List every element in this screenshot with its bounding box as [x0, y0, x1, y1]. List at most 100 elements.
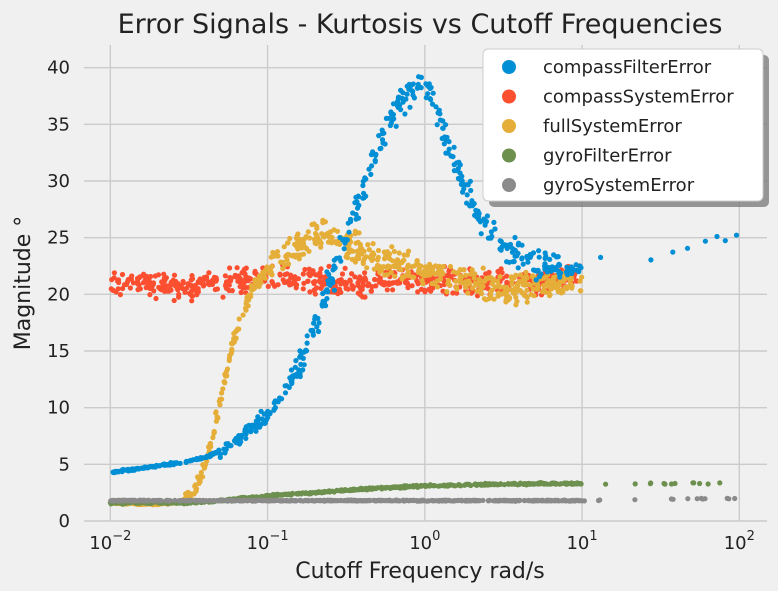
data-point	[540, 480, 546, 486]
data-point	[259, 498, 265, 504]
data-point	[161, 461, 167, 468]
data-point	[198, 469, 204, 476]
data-point	[700, 496, 706, 502]
data-point	[514, 253, 520, 259]
data-point	[378, 498, 384, 504]
data-point	[148, 273, 154, 280]
data-point	[200, 474, 206, 480]
data-point	[188, 457, 194, 464]
data-point	[510, 259, 516, 265]
data-point	[509, 249, 515, 255]
data-point	[336, 287, 342, 293]
data-point	[546, 290, 552, 296]
data-point	[192, 483, 198, 489]
data-point	[280, 277, 286, 283]
data-point	[109, 498, 115, 504]
data-point	[277, 272, 283, 278]
data-point	[569, 498, 575, 504]
data-point	[535, 267, 541, 273]
data-point	[271, 400, 277, 406]
data-point	[214, 414, 221, 420]
data-point	[366, 281, 372, 287]
data-point	[404, 252, 410, 258]
data-point	[360, 178, 366, 184]
data-point	[282, 383, 288, 389]
data-point	[691, 480, 697, 486]
data-point	[220, 294, 226, 300]
data-point	[329, 240, 335, 246]
data-point	[345, 286, 351, 292]
data-point	[492, 226, 498, 232]
data-point	[173, 460, 180, 466]
data-point	[328, 229, 334, 235]
data-point	[423, 264, 429, 270]
data-point	[337, 234, 343, 241]
data-point	[456, 278, 463, 284]
data-point	[576, 498, 582, 504]
data-point	[732, 495, 738, 502]
data-point	[286, 498, 292, 504]
data-point	[362, 486, 368, 492]
data-point	[490, 278, 496, 284]
data-point	[187, 291, 194, 297]
data-point	[243, 424, 249, 430]
data-point	[395, 258, 402, 264]
data-point	[121, 282, 128, 288]
data-point	[362, 294, 368, 300]
data-point	[182, 289, 188, 295]
data-point	[189, 283, 195, 289]
x-tick-base: 10	[566, 533, 589, 554]
data-point	[440, 263, 446, 270]
data-point	[362, 270, 368, 276]
data-point	[314, 225, 320, 231]
data-point	[391, 484, 397, 490]
data-point	[311, 280, 317, 287]
data-point	[349, 271, 355, 277]
data-point	[551, 497, 557, 504]
data-point	[145, 280, 151, 286]
data-point	[206, 270, 212, 276]
data-point	[117, 292, 123, 298]
data-point	[355, 280, 361, 286]
data-point	[520, 261, 526, 267]
data-point	[265, 283, 271, 289]
data-point	[406, 273, 412, 279]
x-tick-label: 101	[566, 529, 597, 554]
data-point	[543, 253, 549, 259]
data-point	[219, 390, 225, 396]
data-point	[356, 486, 362, 492]
data-point	[253, 418, 259, 424]
data-point	[464, 192, 470, 198]
data-point	[441, 141, 447, 147]
data-point	[444, 272, 450, 279]
x-tick-base: 10	[247, 533, 270, 554]
data-point	[552, 283, 558, 289]
data-point	[392, 273, 398, 279]
data-point	[180, 285, 186, 292]
data-point	[513, 302, 519, 308]
data-point	[223, 369, 229, 375]
data-point	[360, 258, 366, 264]
data-point	[505, 288, 511, 294]
data-point	[232, 337, 238, 343]
data-point	[492, 284, 498, 290]
data-point	[134, 275, 141, 282]
data-point	[461, 186, 467, 192]
data-point	[548, 497, 554, 503]
data-point	[488, 229, 494, 235]
data-point	[485, 275, 491, 281]
legend-marker	[502, 148, 516, 163]
data-point	[295, 231, 301, 237]
data-point	[439, 135, 445, 142]
data-point	[111, 275, 117, 281]
y-tick-label: 5	[59, 454, 70, 475]
data-point	[243, 435, 249, 441]
data-point	[275, 253, 281, 259]
data-point	[542, 498, 548, 504]
data-point	[569, 270, 575, 277]
data-point	[427, 85, 433, 91]
legend-label: fullSystemError	[543, 116, 682, 137]
x-tick-exponent: 2	[747, 529, 755, 544]
data-point	[578, 481, 584, 487]
data-point	[440, 118, 446, 124]
